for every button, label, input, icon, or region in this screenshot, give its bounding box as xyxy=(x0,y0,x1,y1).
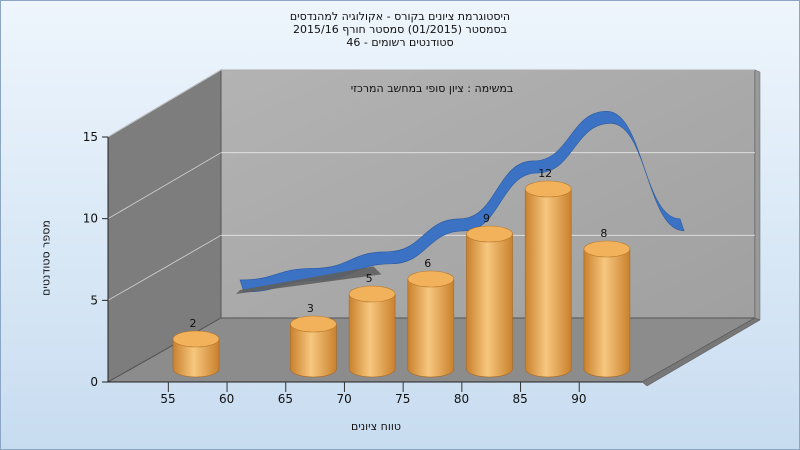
trend-ribbon-shadow xyxy=(236,266,382,294)
bar-65: 3 xyxy=(290,302,337,378)
bar-top xyxy=(466,225,513,243)
bar-85: 12 xyxy=(524,167,572,378)
trend-curve xyxy=(236,111,685,294)
bar-body xyxy=(172,338,220,378)
gridline-side xyxy=(107,152,222,220)
bar-top xyxy=(524,180,572,198)
gridline-side xyxy=(107,69,222,138)
bar-55: 2 xyxy=(172,317,220,378)
x-tick-label: 55 xyxy=(160,392,175,406)
bar-top xyxy=(583,240,631,258)
x-tick-label: 90 xyxy=(571,392,586,406)
bar-body xyxy=(290,323,337,378)
x-tick-label: 80 xyxy=(454,392,469,406)
y-ticks: 0 5 10 15 xyxy=(83,130,108,389)
bars-group: 2 3 5 6 9 12 8 xyxy=(172,167,631,378)
y-tick-label: 5 xyxy=(90,293,98,307)
bar-body xyxy=(466,233,513,378)
bar-80: 9 xyxy=(466,212,513,378)
bar-value-label: 6 xyxy=(424,257,431,270)
bar-top xyxy=(290,315,337,333)
bar-value-label: 2 xyxy=(190,317,197,330)
axes-group xyxy=(107,137,642,383)
bar-body xyxy=(407,278,455,378)
bar-90: 8 xyxy=(583,227,631,378)
bar-value-label: 12 xyxy=(538,167,552,180)
y-tick-label: 10 xyxy=(83,212,98,226)
bar-70: 5 xyxy=(348,272,396,378)
x-tick-label: 70 xyxy=(336,392,351,406)
trend-ribbon xyxy=(239,111,685,293)
bar-body xyxy=(524,188,572,378)
bar-value-label: 5 xyxy=(366,272,373,285)
bar-75: 6 xyxy=(407,257,455,378)
x-axis-label: טווח ציונים xyxy=(351,420,401,433)
chart-title-line-3: סטודנטים רשומים - 46 xyxy=(346,36,454,49)
chart-annotation: במשימה : ציון סופי במחשב המרכזי xyxy=(351,82,514,95)
bar-top xyxy=(172,330,220,348)
x-tick-label: 60 xyxy=(219,392,234,406)
bar-body xyxy=(583,248,631,378)
x-tick-label: 85 xyxy=(513,392,528,406)
x-tick-label: 75 xyxy=(395,392,410,406)
right-edge xyxy=(754,69,761,321)
gridline-side xyxy=(107,234,222,301)
y-tick-label: 15 xyxy=(83,130,98,144)
bar-body xyxy=(348,293,396,378)
bar-value-label: 8 xyxy=(600,227,607,240)
floor-edge xyxy=(641,317,761,387)
bar-top xyxy=(407,270,455,288)
y-tick-label: 0 xyxy=(90,375,98,389)
bar-top xyxy=(348,285,396,303)
chart-title-line-2: בסמסטר (01/2015) סמסטר חורף 2015/16 xyxy=(293,23,507,36)
bar-value-label: 3 xyxy=(307,302,314,315)
x-ticks: 55 60 65 70 75 80 85 90 xyxy=(160,382,587,406)
bar-value-label: 9 xyxy=(483,212,490,225)
x-tick-label: 65 xyxy=(278,392,293,406)
chart-title-line-1: היסטוגרמת ציונים בקורס - אקולוגיה למהנדס… xyxy=(289,10,511,23)
